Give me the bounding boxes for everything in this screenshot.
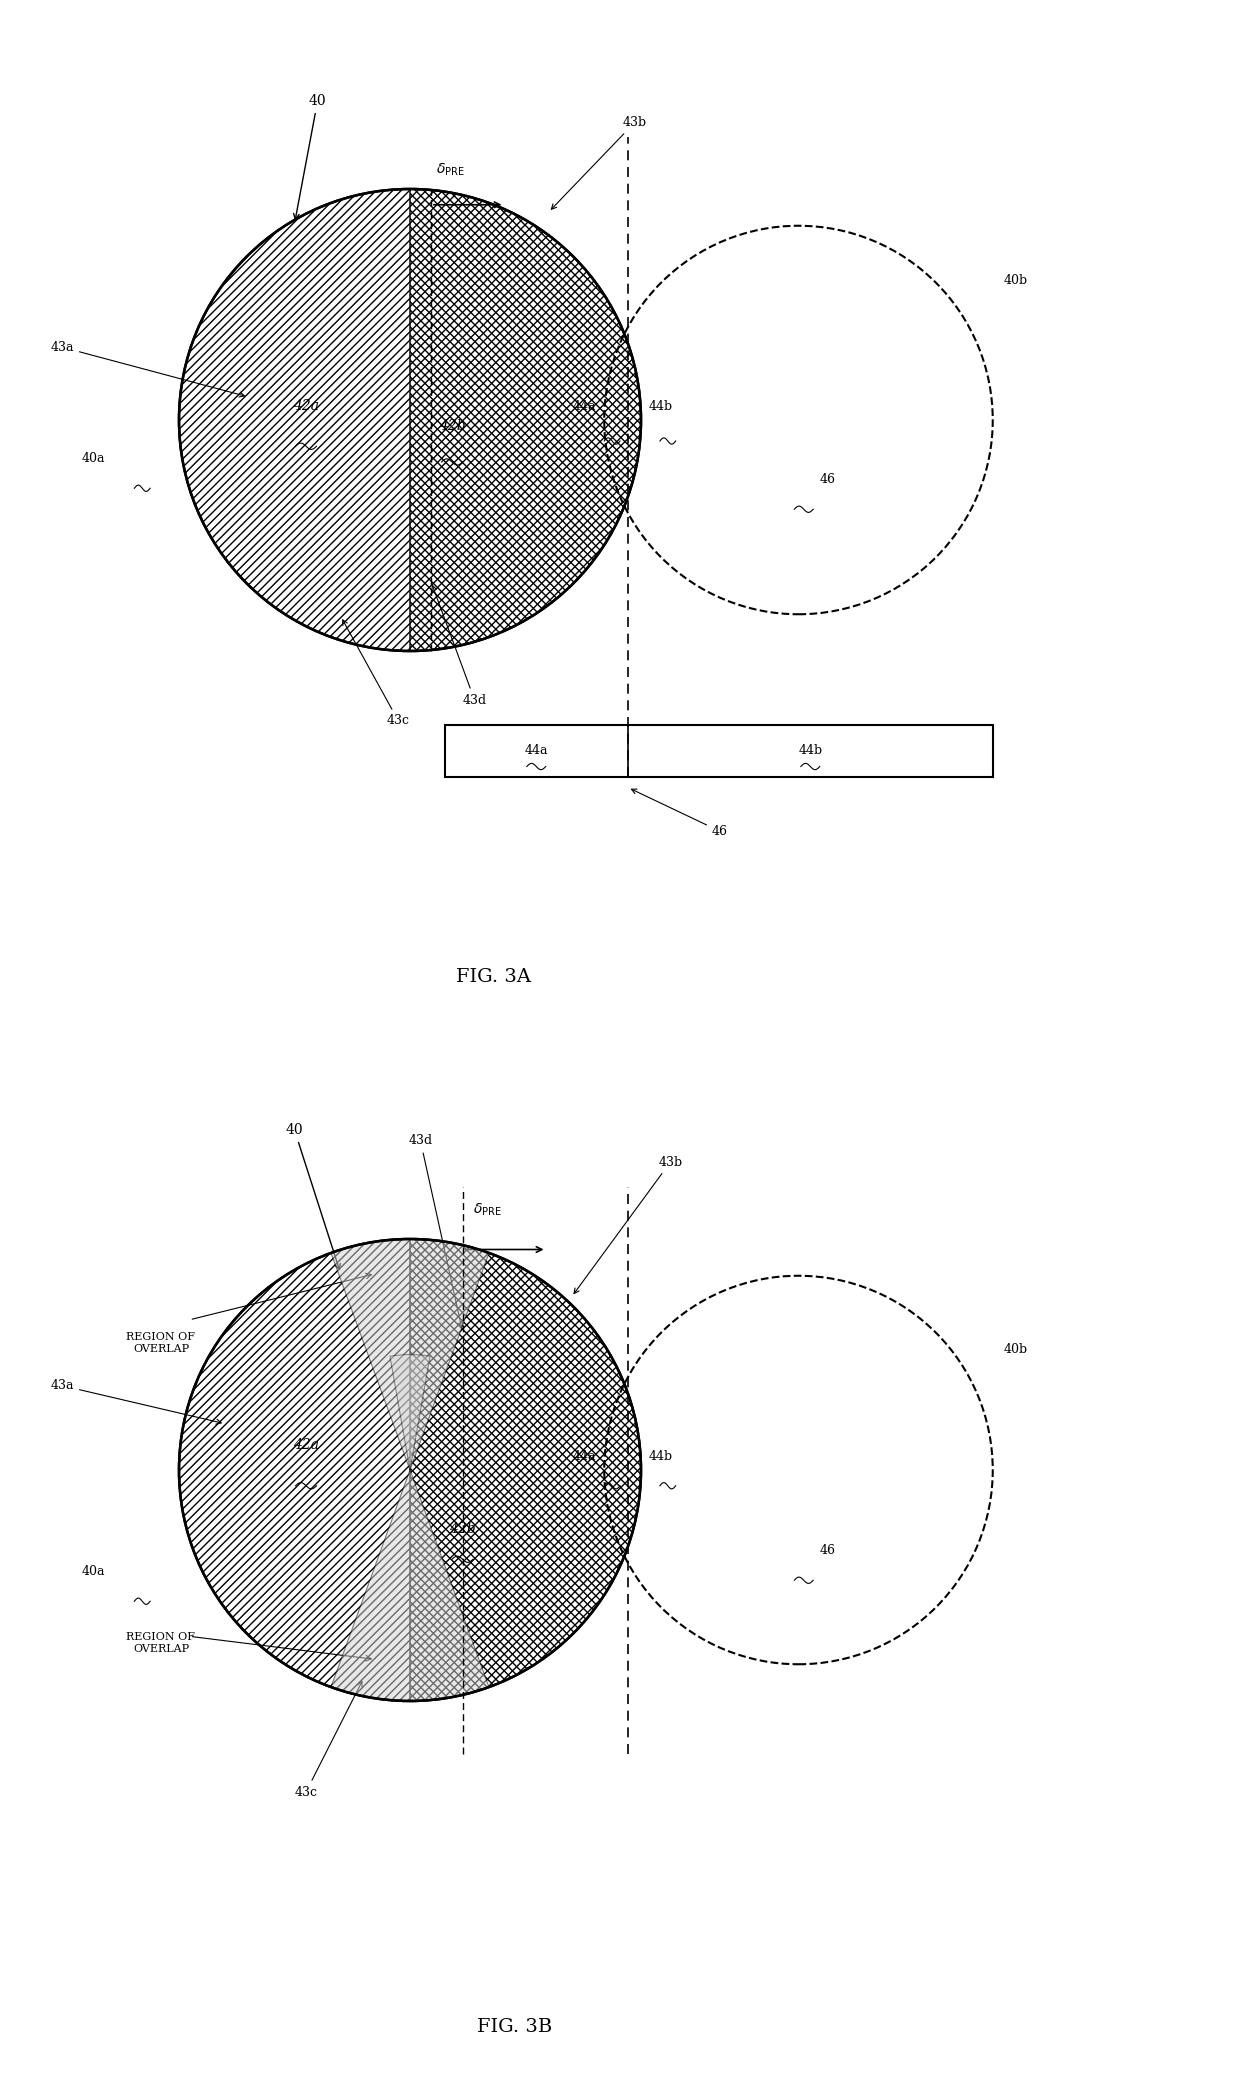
Text: FIG. 3B: FIG. 3B [477, 2018, 553, 2035]
Text: FIG. 3A: FIG. 3A [456, 968, 532, 985]
Text: 42a: 42a [293, 1438, 319, 1451]
Text: REGION OF
OVERLAP: REGION OF OVERLAP [126, 1331, 196, 1354]
Text: 42b: 42b [449, 1522, 476, 1535]
Text: 44b: 44b [799, 743, 822, 758]
Text: 43d: 43d [408, 1134, 463, 1327]
Circle shape [179, 189, 641, 651]
Text: $\delta_{\rm PRE}$: $\delta_{\rm PRE}$ [472, 1201, 502, 1218]
Wedge shape [331, 1239, 489, 1470]
Wedge shape [179, 189, 410, 651]
Text: 44a: 44a [573, 1449, 596, 1462]
Text: 43b: 43b [574, 1155, 682, 1294]
Text: 43d: 43d [432, 586, 486, 706]
Text: 40b: 40b [1003, 273, 1028, 288]
Text: 40a: 40a [82, 452, 105, 464]
Text: 46: 46 [631, 790, 728, 838]
Text: 40: 40 [285, 1124, 340, 1270]
Text: 42a: 42a [293, 399, 319, 412]
Text: 44a: 44a [525, 743, 548, 758]
Text: 40a: 40a [82, 1564, 105, 1577]
Text: 42b: 42b [439, 420, 465, 433]
Text: 44b: 44b [649, 1449, 673, 1462]
Text: REGION OF
OVERLAP: REGION OF OVERLAP [126, 1632, 196, 1655]
Circle shape [179, 1239, 641, 1701]
Text: 43a: 43a [51, 1380, 221, 1424]
Wedge shape [389, 1354, 430, 1470]
Wedge shape [331, 1470, 489, 1701]
Text: 43c: 43c [295, 1682, 362, 1798]
Text: 40b: 40b [1003, 1344, 1028, 1357]
Text: 43a: 43a [51, 340, 244, 397]
Text: 40: 40 [294, 94, 326, 218]
Text: 43c: 43c [342, 620, 410, 727]
Bar [445, 724, 993, 777]
Text: 46: 46 [820, 472, 836, 485]
Text: 44b: 44b [649, 399, 673, 412]
Text: 46: 46 [820, 1544, 836, 1556]
Text: 43b: 43b [552, 116, 647, 210]
Text: $\delta_{\rm PRE}$: $\delta_{\rm PRE}$ [436, 162, 465, 178]
Text: 44a: 44a [573, 399, 596, 412]
